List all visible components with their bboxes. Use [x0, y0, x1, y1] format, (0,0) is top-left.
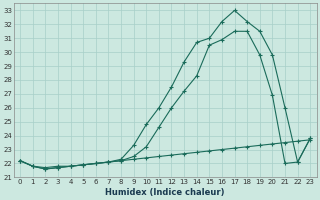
X-axis label: Humidex (Indice chaleur): Humidex (Indice chaleur)	[106, 188, 225, 197]
